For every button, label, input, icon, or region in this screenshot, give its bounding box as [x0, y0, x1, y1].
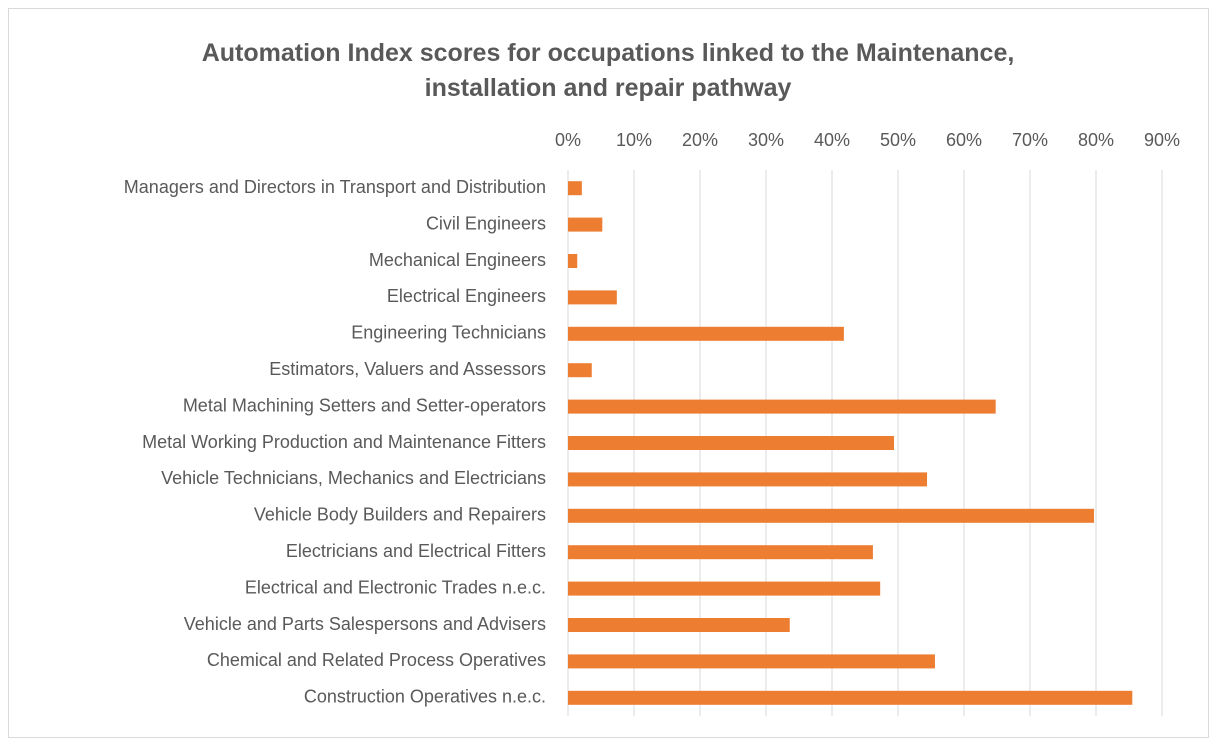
bar: [568, 363, 592, 378]
y-tick-label: Chemical and Related Process Operatives: [207, 650, 546, 670]
bar: [568, 472, 928, 487]
bar: [568, 545, 873, 560]
x-tick-label: 40%: [814, 130, 850, 150]
y-tick-label: Electrical Engineers: [387, 286, 546, 306]
y-tick-label: Metal Machining Setters and Setter-opera…: [183, 395, 546, 415]
bar: [568, 399, 996, 414]
y-tick-label: Managers and Directors in Transport and …: [124, 177, 546, 197]
x-tick-label: 50%: [880, 130, 916, 150]
y-tick-label: Vehicle Body Builders and Repairers: [254, 505, 546, 525]
bar: [568, 436, 895, 450]
y-tick-label: Construction Operatives n.e.c.: [304, 687, 546, 707]
x-tick-label: 90%: [1144, 130, 1180, 150]
y-tick-label: Engineering Technicians: [351, 323, 546, 343]
y-tick-label: Vehicle and Parts Salespersons and Advis…: [184, 614, 546, 634]
x-tick-label: 80%: [1078, 130, 1114, 150]
bar: [568, 254, 578, 268]
bar: [568, 690, 1133, 705]
bar: [568, 326, 844, 341]
bar: [568, 290, 617, 305]
y-tick-label: Civil Engineers: [426, 213, 546, 233]
x-tick-label: 60%: [946, 130, 982, 150]
y-tick-label: Vehicle Technicians, Mechanics and Elect…: [161, 468, 546, 488]
y-tick-label: Mechanical Engineers: [369, 250, 546, 270]
x-tick-label: 20%: [682, 130, 718, 150]
bar: [568, 618, 790, 632]
y-tick-label: Electrical and Electronic Trades n.e.c.: [245, 577, 546, 597]
chart-title: Automation Index scores for occupations …: [201, 39, 1015, 102]
x-tick-label: 0%: [555, 130, 581, 150]
x-tick-label: 10%: [616, 130, 652, 150]
bar: [568, 508, 1095, 523]
bar: [568, 581, 881, 596]
bar: [568, 654, 935, 669]
x-tick-label: 70%: [1012, 130, 1048, 150]
x-tick-label: 30%: [748, 130, 784, 150]
y-tick-label: Electricians and Electrical Fitters: [286, 541, 546, 561]
bar: [568, 217, 603, 232]
y-tick-label: Metal Working Production and Maintenance…: [142, 432, 546, 452]
y-tick-label: Estimators, Valuers and Assessors: [269, 359, 546, 379]
bar: [568, 181, 582, 196]
